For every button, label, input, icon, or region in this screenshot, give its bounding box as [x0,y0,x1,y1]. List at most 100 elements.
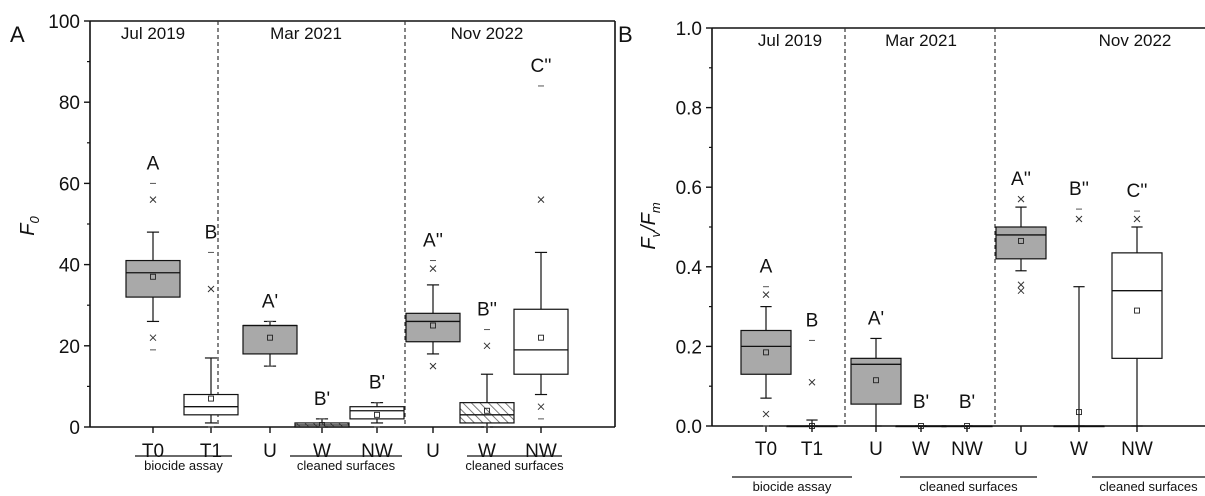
significance-letter: B [205,222,218,243]
period-label: Nov 2022 [451,24,524,43]
period-label: Mar 2021 [885,31,957,50]
significance-letter: A [760,257,773,278]
y-tick-label: 80 [59,93,80,114]
outlier-point [1133,215,1141,223]
significance-letter: C'' [531,56,552,77]
outlier-point [149,196,157,203]
box [995,226,1047,260]
significance-letter: B' [369,373,385,394]
y-tick-label: 40 [59,256,80,277]
box [1111,252,1163,359]
outlier-point [1017,281,1025,289]
group-label: cleaned surfaces [1099,479,1198,494]
category-label: T1 [200,441,222,462]
mean-marker [538,334,544,341]
panel-a-y-axis-label: F0 [17,216,42,236]
significance-letter: B' [314,389,330,410]
mean-marker [809,423,815,429]
category-label: T1 [801,439,823,460]
significance-letter: B'' [1069,179,1089,200]
box [183,393,239,416]
category-label: NW [951,439,983,460]
outlier-point [149,334,157,342]
outlier-point [1017,195,1025,203]
mean-marker [1076,409,1082,416]
box [459,402,515,424]
y-tick-label: 100 [48,12,80,33]
mean-marker [430,322,436,329]
panel-a: A F0 0 20 40 60 80 100 Jul 2019 biocide assay Ma… [10,12,616,473]
y-tick-label: 0.2 [676,337,702,358]
box [850,357,902,405]
y-tick-label: 60 [59,174,80,195]
mean-marker [484,407,490,414]
significance-letter: A'' [423,231,443,252]
category-label: W [478,441,496,462]
significance-letter: C'' [1127,181,1148,202]
outlier-point [1017,287,1025,295]
group-label: cleaned surfaces [465,458,564,473]
category-label: U [263,441,277,462]
panel-a-marks: T0 A T1 B U A' W B' NW B' U A'' W B'' NW C'' [125,56,569,462]
panel-a-label: A [10,22,25,47]
mean-marker [763,349,769,356]
panel-b-label: B [618,22,633,47]
mean-marker [1018,237,1024,244]
outlier-point [762,291,770,299]
outlier-point [537,196,545,203]
significance-letter: A'' [1011,169,1031,190]
category-label: T0 [755,439,777,460]
mean-marker [918,423,924,429]
outlier-point [429,362,437,370]
category-label: NW [361,441,393,462]
significance-letter: B [806,310,819,331]
panel-a-axes: 0 20 40 60 80 100 Jul 2019 biocide assay Mar 202… [48,12,616,473]
outlier-point [1075,215,1083,223]
period-label: Jul 2019 [121,24,185,43]
significance-letter: A' [868,308,884,329]
period-label: Nov 2022 [1099,31,1172,50]
box [740,329,792,375]
category-label: T0 [142,441,164,462]
box [513,308,569,375]
group-label: cleaned surfaces [919,479,1018,494]
significance-letter: B' [959,392,975,413]
box [405,312,461,343]
category-label: W [313,441,331,462]
category-label: NW [1121,439,1153,460]
significance-letter: B'' [477,300,497,321]
significance-letter: B' [913,392,929,413]
panel-b-marks: T0 A T1 B U A' W B' NW B' U A'' W B'' NW C'' [740,169,1163,460]
y-tick-label: 0.4 [676,258,703,279]
significance-letter: A' [262,291,278,312]
mean-marker [873,377,879,384]
outlier-point [207,285,215,293]
mean-marker [150,273,156,280]
mean-marker [1134,307,1140,314]
category-label: NW [525,441,557,462]
period-label: Jul 2019 [758,31,822,50]
mean-marker [267,334,273,341]
y-tick-label: 1.0 [676,19,702,40]
mean-marker [208,395,214,402]
y-tick-label: 0.0 [676,417,702,438]
group-label: biocide assay [753,479,832,494]
panel-b-y-axis-label: Fv/Fm [638,202,663,250]
category-label: U [869,439,883,460]
category-label: U [426,441,440,462]
mean-marker [374,411,380,418]
period-label: Mar 2021 [270,24,342,43]
category-label: W [1070,439,1088,460]
outlier-point [762,410,770,418]
outlier-point [808,378,816,386]
outlier-point [429,265,437,273]
outlier-point [483,342,491,350]
box [349,406,405,420]
y-tick-label: 0.6 [676,178,702,199]
category-label: W [912,439,930,460]
outlier-point [537,403,545,411]
group-label: biocide assay [144,458,223,473]
y-tick-label: 0 [69,418,80,439]
mean-marker [964,423,970,429]
